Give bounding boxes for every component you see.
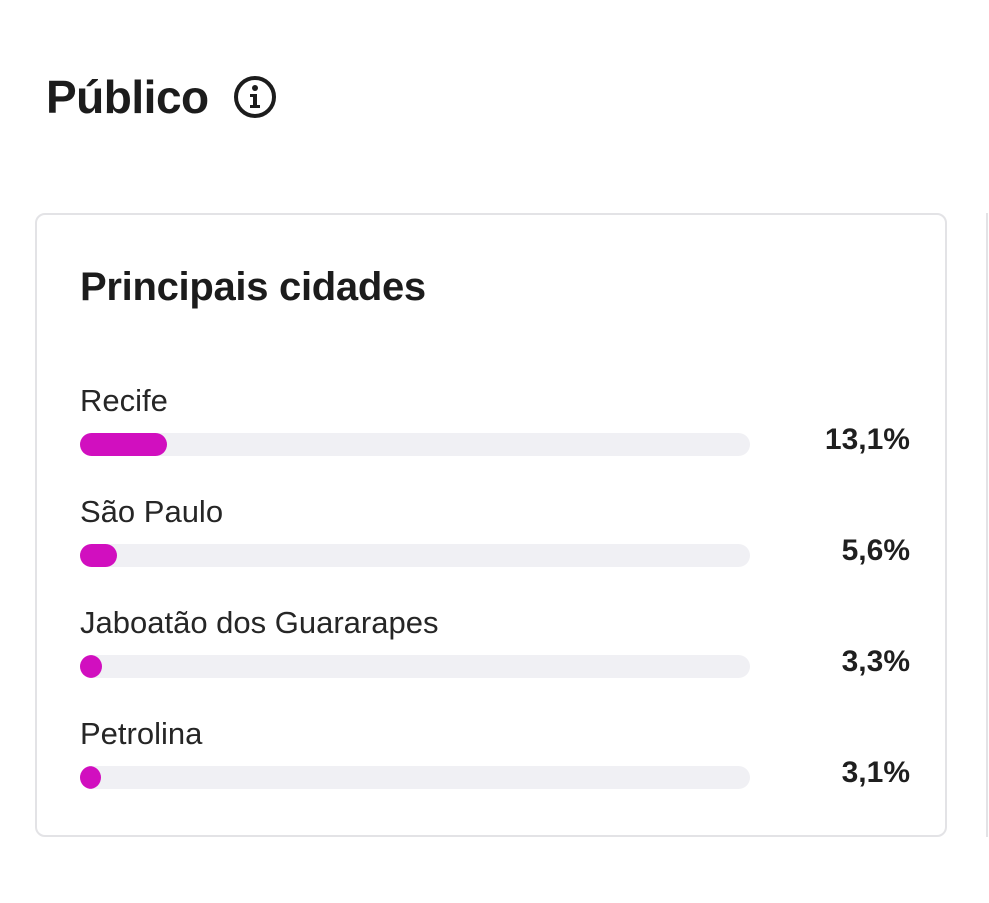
city-label: São Paulo	[80, 494, 224, 529]
progress-bar-fill	[80, 766, 101, 789]
progress-bar-track	[80, 544, 750, 567]
city-percentage: 13,1%	[824, 423, 910, 456]
section-title: Público	[46, 71, 209, 123]
progress-bar-fill	[80, 655, 103, 678]
progress-bar-fill	[80, 544, 117, 567]
city-label: Recife	[80, 383, 168, 418]
progress-bar-fill	[80, 433, 168, 456]
city-row: Jaboatão dos Guararapes 3,3%	[80, 605, 910, 705]
section-header: Público	[46, 70, 277, 124]
city-row: Recife 13,1%	[80, 383, 910, 483]
city-percentage: 3,3%	[841, 645, 910, 678]
progress-bar-track	[80, 433, 750, 456]
card-title: Principais cidades	[80, 265, 426, 309]
top-cities-card: Principais cidades Recife 13,1% São Paul…	[35, 213, 947, 837]
progress-bar-track	[80, 766, 750, 789]
next-card-edge	[986, 213, 989, 837]
info-icon[interactable]	[233, 75, 277, 119]
city-percentage: 3,1%	[841, 756, 910, 789]
city-label: Jaboatão dos Guararapes	[80, 605, 439, 640]
city-row: Petrolina 3,1%	[80, 716, 910, 816]
city-row: São Paulo 5,6%	[80, 494, 910, 594]
city-percentage: 5,6%	[841, 534, 910, 567]
progress-bar-track	[80, 655, 750, 678]
city-label: Petrolina	[80, 716, 203, 751]
